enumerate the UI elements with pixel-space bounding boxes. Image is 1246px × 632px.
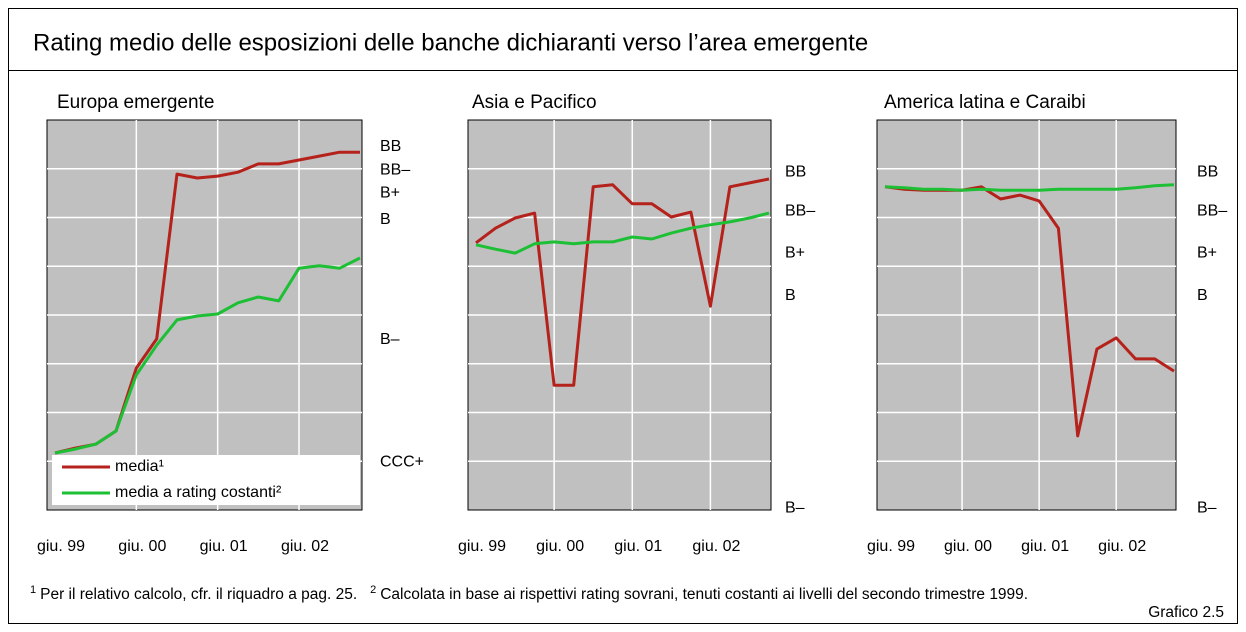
y-tick-label: B [785,287,796,304]
y-tick-label: B+ [1197,244,1217,261]
x-tick-label: giu. 00 [536,538,584,555]
y-tick-label: B– [1197,499,1217,516]
x-tick-label: giu. 01 [1021,538,1069,555]
x-tick-label: giu. 00 [944,538,992,555]
frame [8,8,1238,624]
x-tick-label: giu. 01 [614,538,662,555]
series-line [475,177,770,387]
y-tick-label: B– [380,331,400,348]
footnote: Per il relativo calcolo, cfr. il riquadr… [40,586,358,603]
x-tick-label: giu. 99 [458,538,506,555]
y-tick-label: B [1197,287,1208,304]
footnote: Calcolata in base ai rispettivi rating s… [380,586,1029,603]
x-tick-label: giu. 02 [281,538,329,555]
y-tick-label: B [380,211,391,228]
series-line [54,256,361,455]
footnote-mark: 2 [370,584,377,596]
chart-title: Rating medio delle esposizioni delle ban… [33,29,868,56]
series-line [884,183,1175,192]
y-tick-label: CCC+ [380,453,424,470]
x-tick-label: giu. 02 [1098,538,1146,555]
subtitle: America latina e Caraibi [884,92,1086,113]
subtitle: Asia e Pacifico [472,92,597,113]
y-tick-label: BB [785,163,806,180]
x-tick-label: giu. 99 [867,538,915,555]
series-line [475,211,770,255]
legend-label: media a rating costanti² [115,484,282,501]
x-tick-label: giu. 00 [118,538,166,555]
y-tick-label: BB– [380,161,410,178]
y-tick-label: B+ [785,244,805,261]
figure-label: Grafico 2.5 [1148,604,1224,621]
x-tick-label: giu. 01 [200,538,248,555]
y-tick-label: BB [380,138,401,155]
y-tick-label: BB– [785,202,815,219]
footnote-mark: 1 [30,584,37,596]
footnotes: 1 Per il relativo calcolo, cfr. il riquad… [30,580,1220,605]
y-tick-label: BB– [1197,202,1227,219]
legend-label: media¹ [115,458,164,475]
subtitle: Europa emergente [57,92,214,113]
legend-box [52,455,360,505]
y-tick-label: BB [1197,163,1218,180]
x-tick-label: giu. 02 [692,538,740,555]
x-tick-label: giu. 99 [37,538,85,555]
y-tick-label: B+ [380,184,400,201]
y-tick-label: B– [785,499,805,516]
